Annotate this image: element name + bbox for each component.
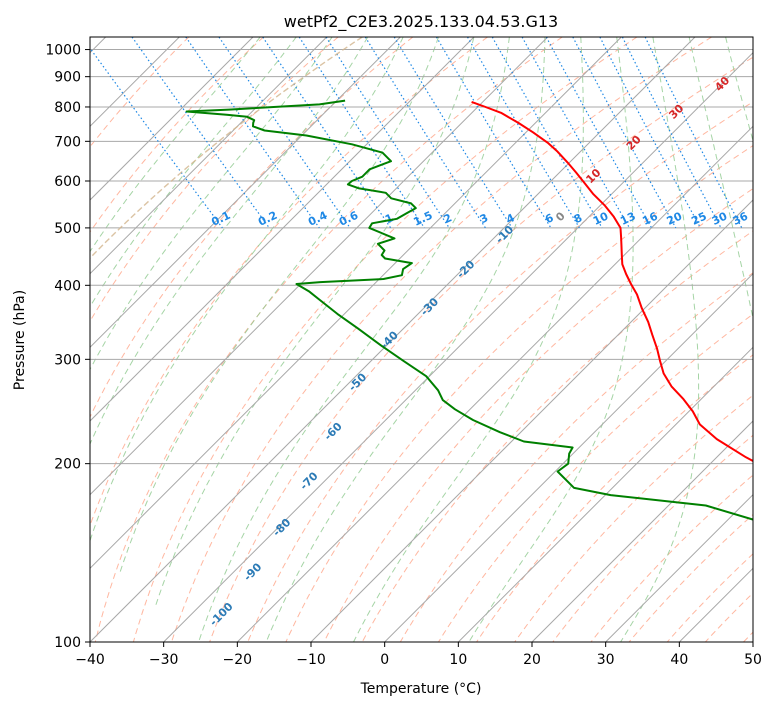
y-tick-label: 400 bbox=[54, 278, 81, 294]
y-tick-label: 800 bbox=[54, 100, 81, 116]
x-tick-label: −10 bbox=[296, 652, 326, 668]
x-axis-label: Temperature (°C) bbox=[360, 681, 482, 697]
x-tick-label: 10 bbox=[449, 652, 467, 668]
x-tick-label: 0 bbox=[380, 652, 389, 668]
y-tick-label: 100 bbox=[54, 635, 81, 651]
y-tick-label: 500 bbox=[54, 221, 81, 237]
x-tick-label: −20 bbox=[223, 652, 253, 668]
x-tick-label: 30 bbox=[597, 652, 615, 668]
x-tick-label: 50 bbox=[744, 652, 762, 668]
x-tick-label: −30 bbox=[149, 652, 179, 668]
y-tick-label: 300 bbox=[54, 352, 81, 368]
chart-title: wetPf2_C2E3.2025.133.04.53.G13 bbox=[284, 12, 558, 32]
y-tick-label: 600 bbox=[54, 174, 81, 190]
y-tick-label: 700 bbox=[54, 134, 81, 150]
y-axis-label: Pressure (hPa) bbox=[12, 290, 28, 390]
y-tick-label: 1000 bbox=[45, 43, 81, 59]
y-tick-label: 200 bbox=[54, 457, 81, 473]
x-tick-label: 40 bbox=[670, 652, 688, 668]
x-tick-label: −40 bbox=[75, 652, 105, 668]
x-tick-label: 20 bbox=[523, 652, 541, 668]
y-tick-label: 900 bbox=[54, 70, 81, 86]
